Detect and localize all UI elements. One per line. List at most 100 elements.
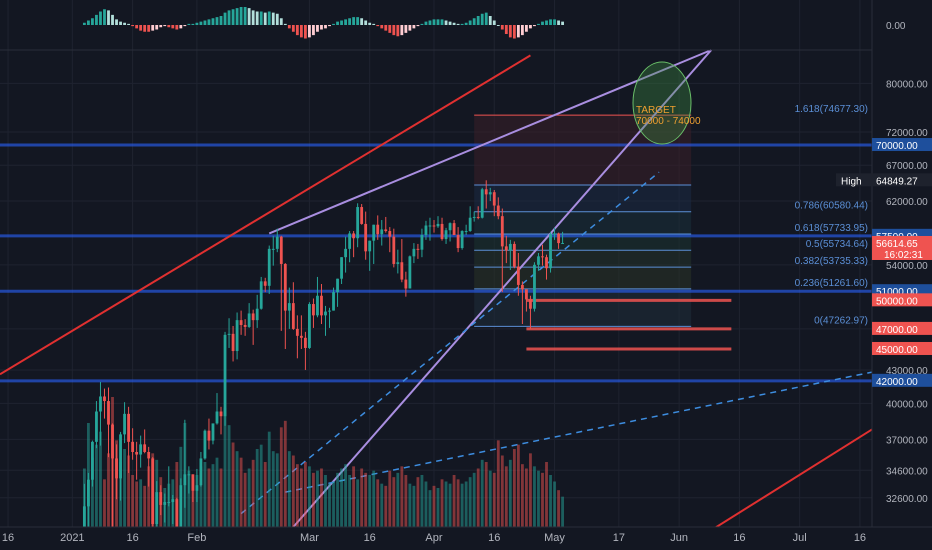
candle-body (127, 413, 130, 442)
candle-body (123, 413, 126, 435)
price-tick-label: 54000.00 (886, 261, 928, 272)
candle-body (95, 411, 98, 442)
volume-bar (299, 468, 303, 527)
oscillator-bar (348, 18, 352, 25)
candle-body (420, 235, 424, 250)
price-axis[interactable] (872, 0, 932, 550)
volume-bar (279, 427, 283, 527)
candle-body (299, 335, 303, 338)
volume-bar (492, 472, 496, 527)
volume-bar (561, 496, 564, 527)
candle-body (91, 441, 94, 480)
channel-line[interactable] (0, 54, 531, 376)
price-badge (872, 235, 932, 260)
time-tick-label: Feb (187, 532, 206, 544)
volume-bar (291, 455, 295, 527)
volume-bar (143, 485, 147, 527)
oscillator-bar (299, 25, 303, 38)
time-axis[interactable] (0, 527, 932, 550)
price-badge-value: 50000.00 (876, 296, 918, 307)
volume-bar (476, 468, 480, 527)
oscillator-bar (516, 25, 520, 38)
oscillator-bar (416, 25, 420, 27)
volume-bar (332, 481, 335, 527)
volume-bar (255, 449, 259, 527)
candle-body (428, 225, 432, 227)
oscillator-pane (82, 7, 564, 39)
oscillator-bar (291, 25, 295, 32)
candle-body (376, 224, 380, 235)
candle-body (440, 223, 444, 240)
volume-bar (219, 468, 223, 527)
volume-bar (420, 475, 424, 527)
oscillator-bar (316, 25, 319, 32)
fib-level-label: 1.618(74677.30) (795, 104, 868, 115)
candle-body (549, 234, 552, 269)
volume-bar (348, 475, 352, 527)
oscillator-bar (476, 16, 480, 25)
oscillator-bar (279, 18, 283, 25)
price-badge-value: 47000.00 (876, 325, 918, 336)
candle-body (231, 333, 235, 352)
oscillator-bar (324, 25, 327, 29)
volume-bar (99, 431, 102, 527)
candle-body (279, 236, 283, 264)
volume-bar (199, 466, 203, 527)
candle-body (525, 289, 528, 300)
price-badge-value: 45000.00 (876, 345, 918, 356)
fib-level-label: 0.618(57733.95) (795, 223, 868, 234)
oscillator-bar (167, 25, 171, 28)
target-annotation[interactable]: TARGET 70000 - 74000 (632, 61, 701, 145)
volume-bar (247, 468, 251, 527)
volume-bars (82, 397, 564, 527)
volume-bar (191, 479, 195, 527)
oscillator-bar (259, 11, 263, 25)
candle-body (291, 303, 295, 329)
oscillator-bar (428, 20, 432, 25)
time-tick-label: May (544, 532, 565, 544)
candle-body (183, 474, 187, 486)
oscillator-bar (99, 11, 102, 25)
price-tick-label: 67000.00 (886, 161, 928, 172)
trend-channels[interactable] (0, 49, 873, 550)
volume-bar (520, 464, 524, 527)
oscillator-bar (187, 23, 191, 25)
oscillator-bar (388, 25, 392, 33)
dashed-trendline[interactable] (285, 371, 873, 493)
oscillator-bar (480, 13, 484, 25)
candle-body (492, 192, 496, 206)
volume-bar (187, 470, 191, 527)
price-badge-value: 51000.00 (876, 287, 918, 298)
oscillator-bar (412, 25, 416, 29)
volume-bar (368, 475, 372, 527)
oscillator-bar (211, 18, 215, 25)
fib-level-label: 0.236(51261.60) (795, 278, 868, 289)
dashed-trendline[interactable] (240, 171, 660, 515)
oscillator-bar (424, 21, 428, 25)
candle-body (404, 279, 408, 289)
price-badge-prefix-bg (836, 173, 872, 187)
candle-body (384, 229, 388, 232)
volume-bar (147, 466, 151, 527)
candle-body (247, 313, 251, 327)
volume-bar (267, 431, 271, 527)
volume-bar (408, 483, 412, 527)
oscillator-bar (456, 23, 460, 25)
volume-bar (91, 457, 94, 527)
volume-bar (103, 479, 106, 527)
price-badge-countdown: 16:02:31 (884, 250, 923, 261)
candle-body (171, 499, 175, 503)
candle-body (263, 281, 267, 286)
oscillator-bar (396, 25, 400, 37)
volume-bar (239, 457, 243, 527)
target-ellipse[interactable] (632, 61, 692, 145)
price-badge-value: 56614.65 (876, 239, 918, 250)
oscillator-bar (529, 25, 532, 29)
oscillator-bar (436, 19, 440, 25)
volume-bar (440, 479, 444, 527)
oscillator-bar (127, 23, 130, 25)
oscillator-bar (287, 25, 291, 29)
horizontal-levels[interactable] (0, 143, 872, 383)
volume-bar (549, 475, 552, 527)
